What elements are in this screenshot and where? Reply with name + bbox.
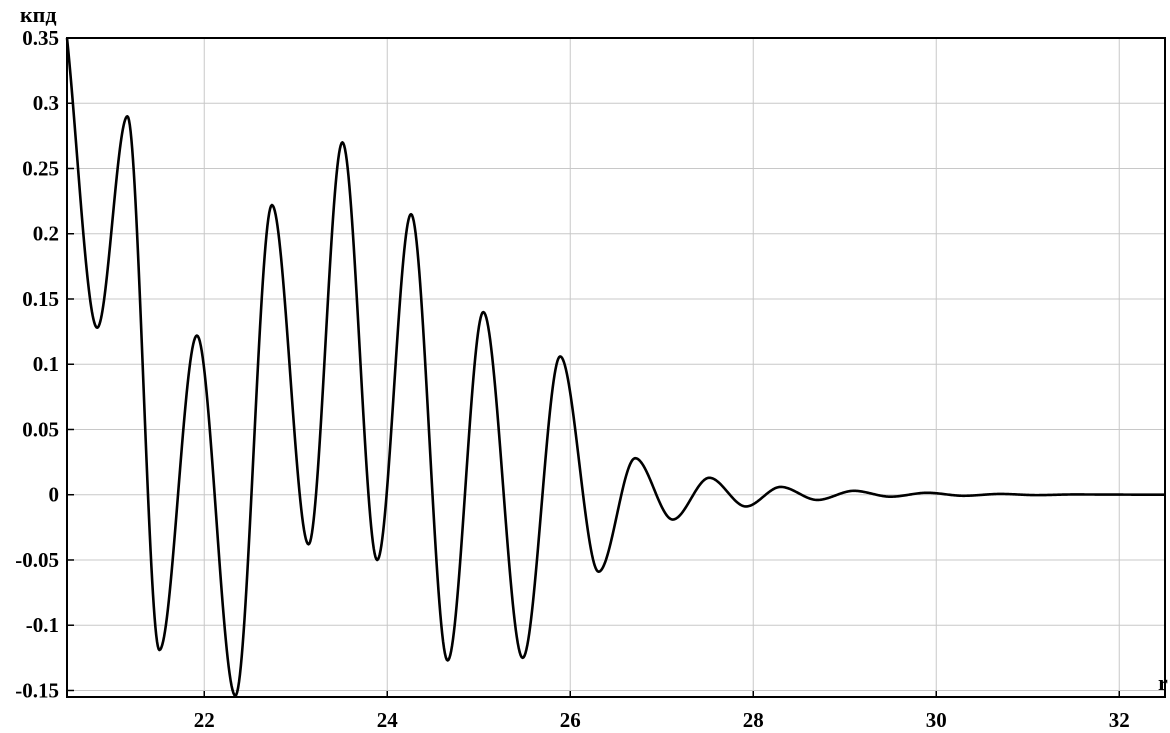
series-group — [65, 37, 1166, 697]
y-tick-label: -0.1 — [26, 613, 59, 637]
y-tick-label: 0.2 — [33, 222, 59, 246]
y-tick-label: 0.35 — [22, 26, 59, 50]
x-tick-label: 32 — [1109, 708, 1130, 732]
x-tick-label: 30 — [926, 708, 947, 732]
y-tick-label: 0.05 — [22, 417, 59, 441]
y-tick-label: 0.25 — [22, 156, 59, 180]
grid — [67, 37, 1165, 697]
plot-frame — [66, 37, 1166, 698]
y-axis-title: кпд — [20, 2, 56, 27]
y-tick-label: 0.3 — [33, 91, 59, 115]
x-tick-label: 28 — [743, 708, 764, 732]
y-tick-label: 0.15 — [22, 287, 59, 311]
y-tick-label: 0.1 — [33, 352, 59, 376]
x-tick-label: 22 — [194, 708, 215, 732]
y-tick-label: -0.15 — [15, 678, 59, 702]
x-tick-label: 24 — [377, 708, 399, 732]
x-tick-label: 26 — [560, 708, 581, 732]
tick-labels: 22 24 26 28 30 32 0.35 0.3 0.25 0.2 0.15 0.1 0.05 0 -0… — [15, 26, 1130, 732]
x-axis-title: r — [1158, 670, 1168, 695]
y-tick-label: 0 — [49, 483, 60, 507]
series-line — [65, 37, 1166, 697]
y-tick-label: -0.05 — [15, 548, 59, 572]
